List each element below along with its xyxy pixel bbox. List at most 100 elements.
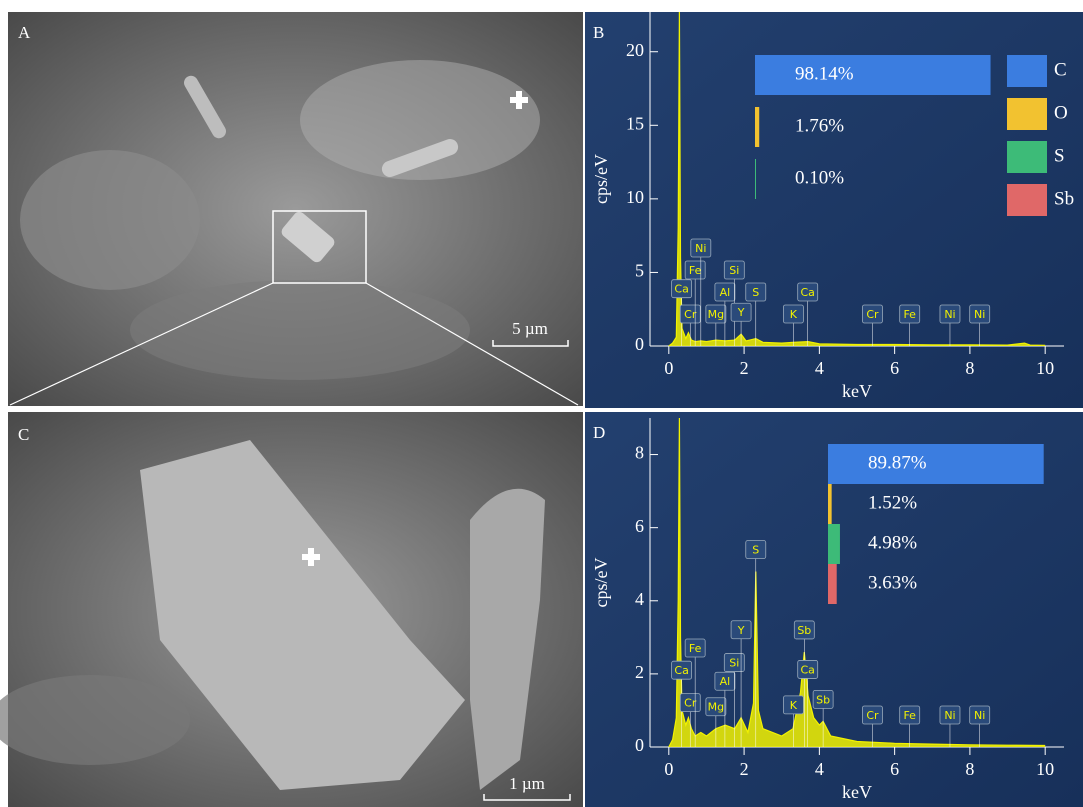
y-tick-label: 8 <box>635 443 644 463</box>
peak-label: Ni <box>944 709 955 722</box>
scale-bar-label: 5 µm <box>512 319 548 338</box>
peak-label: Ni <box>944 308 955 321</box>
y-tick-label: 6 <box>635 516 644 536</box>
peak-label-box <box>899 705 921 725</box>
x-tick-label: 0 <box>664 759 673 779</box>
peak-label-box <box>684 260 706 280</box>
spectrum-line <box>668 11 1046 347</box>
peak-label: Ni <box>974 308 985 321</box>
peak-label-box <box>690 238 712 258</box>
peak-label-box <box>969 304 991 324</box>
composition-label: 1.52% <box>868 492 917 513</box>
peak-label-box <box>797 660 819 679</box>
peak-label: Cr <box>684 697 697 710</box>
x-tick-label: 8 <box>965 358 974 378</box>
peak-label: K <box>790 699 798 712</box>
peak-label: Cr <box>866 308 879 321</box>
sem-image-c: C 1 µm <box>0 412 583 807</box>
composition-bar <box>755 107 760 147</box>
peak-label: Fe <box>903 308 916 321</box>
composition-bar <box>828 524 840 564</box>
peak-label-box <box>730 302 752 322</box>
peak-label-box <box>745 282 767 302</box>
y-tick-label: 0 <box>635 735 644 755</box>
peak-label: K <box>790 308 798 321</box>
legend-swatch <box>1007 184 1047 216</box>
peak-label-box <box>671 660 693 680</box>
peak-label-box <box>723 653 745 672</box>
peak-label: Mg <box>708 308 724 321</box>
x-tick-label: 4 <box>815 759 824 779</box>
peak-label-box <box>793 620 815 640</box>
peak-label-box <box>723 260 745 280</box>
peak-label-box <box>899 304 921 324</box>
composition-bar <box>828 484 832 524</box>
peak-label-box <box>939 705 961 725</box>
composition-bar <box>828 564 837 604</box>
peak-label-box <box>671 279 693 299</box>
panel-label: A <box>18 23 31 42</box>
composition-bar <box>755 159 756 199</box>
peak-label: Ca <box>674 664 688 677</box>
peak-label: S <box>752 544 759 557</box>
peak-label-box <box>730 620 752 640</box>
peak-label-box <box>862 304 883 324</box>
peak-label: S <box>752 286 759 299</box>
peak-label: Si <box>729 264 739 277</box>
legend-label: S <box>1054 145 1065 166</box>
peak-label: Cr <box>866 709 879 722</box>
legend-label: Sb <box>1054 188 1074 209</box>
peak-label: Ca <box>800 286 814 299</box>
composition-bar <box>828 444 1044 484</box>
x-axis-label: keV <box>842 782 872 802</box>
peak-label-box <box>969 705 991 725</box>
composition-label: 4.98% <box>868 532 917 553</box>
peak-label: Si <box>729 657 739 670</box>
panel-label: D <box>593 423 605 442</box>
panel-label: B <box>593 23 604 42</box>
legend-swatch <box>1007 98 1047 130</box>
legend-swatch <box>1007 55 1047 87</box>
peak-label: Cr <box>684 308 697 321</box>
composition-label: 3.63% <box>868 572 917 593</box>
composition-label: 0.10% <box>795 167 844 188</box>
y-tick-label: 5 <box>635 261 644 281</box>
x-tick-label: 8 <box>965 759 974 779</box>
legend-label: C <box>1054 59 1067 80</box>
y-axis-label: cps/eV <box>591 558 611 608</box>
peak-label-box <box>714 671 736 691</box>
peak-label-box <box>684 638 706 658</box>
peak-label: Y <box>737 624 745 637</box>
peak-label: Fe <box>689 642 702 655</box>
composition-label: 89.87% <box>868 452 927 473</box>
peak-label: Fe <box>689 264 702 277</box>
y-tick-label: 2 <box>635 662 644 682</box>
panel-label: C <box>18 425 29 444</box>
peak-label: Mg <box>708 701 724 714</box>
x-tick-label: 6 <box>890 358 899 378</box>
peak-label-box <box>797 282 819 302</box>
peak-label: Fe <box>903 709 916 722</box>
peak-label-box <box>862 705 883 725</box>
y-axis-label: cps/eV <box>591 154 611 204</box>
peak-label-box <box>705 697 727 717</box>
x-tick-label: 2 <box>740 759 749 779</box>
peak-label: Ni <box>695 242 706 255</box>
y-tick-label: 4 <box>635 589 644 609</box>
peak-label-box <box>812 690 834 709</box>
peak-label: Y <box>737 306 745 319</box>
composition-label: 1.76% <box>795 115 844 136</box>
legend-swatch <box>1007 141 1047 173</box>
x-tick-label: 0 <box>664 358 673 378</box>
peak-label: Sb <box>797 624 811 637</box>
x-tick-label: 2 <box>740 358 749 378</box>
y-tick-label: 20 <box>626 40 644 60</box>
peak-label: Ca <box>800 663 814 676</box>
x-axis-label: keV <box>842 381 872 401</box>
peak-label-box <box>782 304 804 324</box>
legend-label: O <box>1054 102 1068 123</box>
x-tick-label: 10 <box>1036 358 1054 378</box>
